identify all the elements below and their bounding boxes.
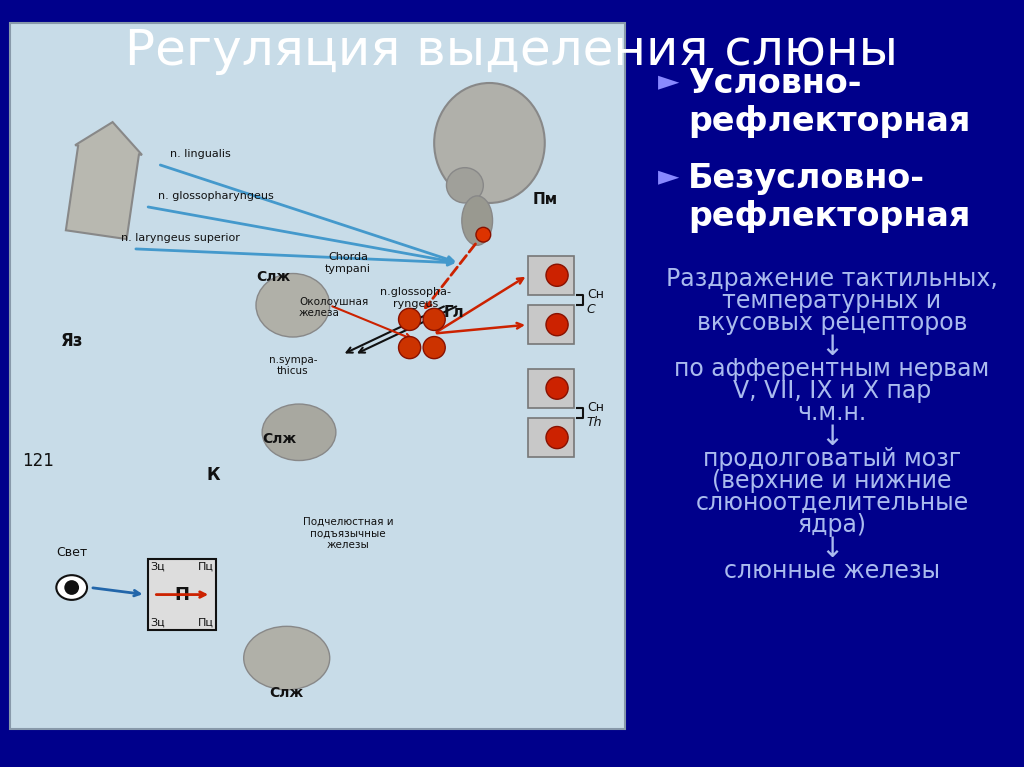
Ellipse shape: [256, 274, 330, 337]
Circle shape: [546, 314, 568, 336]
Text: n. lingualis: n. lingualis: [170, 149, 230, 159]
Text: ядра): ядра): [798, 513, 866, 537]
Text: Пц: Пц: [199, 561, 214, 571]
Circle shape: [423, 337, 445, 359]
FancyBboxPatch shape: [10, 23, 625, 729]
Text: продолговатый мозг: продолговатый мозг: [702, 447, 962, 471]
Circle shape: [65, 580, 79, 595]
Text: Chorda
tympani: Chorda tympani: [326, 252, 371, 274]
Text: К: К: [206, 466, 220, 484]
Text: Пц: Пц: [199, 618, 214, 628]
Text: Зц: Зц: [151, 561, 165, 571]
Ellipse shape: [262, 404, 336, 460]
Ellipse shape: [56, 575, 87, 600]
Circle shape: [546, 264, 568, 286]
Text: Яз: Яз: [60, 331, 83, 350]
Text: C: C: [587, 304, 596, 317]
Text: по афферентным нервам: по афферентным нервам: [675, 357, 989, 381]
Text: Гл: Гл: [443, 304, 464, 320]
Text: вкусовых рецепторов: вкусовых рецепторов: [696, 311, 968, 335]
Text: Сн: Сн: [587, 401, 604, 414]
Text: V, VII, IX и X пар: V, VII, IX и X пар: [733, 379, 931, 403]
Ellipse shape: [462, 196, 493, 245]
Text: ↓: ↓: [820, 535, 844, 563]
FancyBboxPatch shape: [148, 559, 216, 630]
Text: Зц: Зц: [151, 618, 165, 628]
Text: Подчелюстная и
подъязычные
железы: Подчелюстная и подъязычные железы: [303, 517, 393, 550]
Text: Слж: Слж: [269, 686, 304, 700]
FancyBboxPatch shape: [528, 418, 574, 457]
Text: ч.м.н.: ч.м.н.: [798, 401, 866, 425]
Text: слюнные железы: слюнные железы: [724, 559, 940, 583]
Text: Слж: Слж: [262, 433, 296, 446]
Text: Условно-
рефлекторная: Условно- рефлекторная: [688, 67, 971, 138]
FancyArrow shape: [66, 122, 142, 239]
Ellipse shape: [434, 83, 545, 203]
Ellipse shape: [446, 168, 483, 203]
Text: Регуляция выделения слюны: Регуляция выделения слюны: [125, 27, 899, 75]
Text: n. glossopharyngeus: n. glossopharyngeus: [158, 191, 273, 201]
Circle shape: [398, 308, 421, 331]
Text: температурных и: температурных и: [723, 289, 941, 313]
Text: Пм: Пм: [532, 192, 558, 207]
FancyBboxPatch shape: [528, 256, 574, 295]
Text: Безусловно-
рефлекторная: Безусловно- рефлекторная: [688, 162, 971, 233]
FancyBboxPatch shape: [528, 369, 574, 407]
Text: n.glossopha-
ryngeus: n.glossopha- ryngeus: [380, 288, 452, 309]
Circle shape: [398, 337, 421, 359]
Circle shape: [546, 426, 568, 449]
Text: Околоушная
железа: Околоушная железа: [299, 297, 369, 318]
Text: Сн: Сн: [587, 288, 604, 301]
Text: ►: ►: [658, 67, 679, 95]
Text: П: П: [175, 585, 189, 604]
Text: Слж: Слж: [256, 270, 290, 284]
Circle shape: [423, 308, 445, 331]
Text: n. laryngeus superior: n. laryngeus superior: [121, 233, 240, 243]
Circle shape: [476, 227, 490, 242]
Ellipse shape: [244, 627, 330, 690]
Text: 121: 121: [23, 452, 54, 469]
Text: ►: ►: [658, 162, 679, 190]
Text: ↓: ↓: [820, 333, 844, 361]
Text: Раздражение тактильных,: Раздражение тактильных,: [667, 267, 997, 291]
Text: Свет: Свет: [56, 546, 87, 559]
Text: n.sympa-
thicus: n.sympa- thicus: [268, 354, 317, 377]
FancyBboxPatch shape: [528, 305, 574, 344]
Text: (верхние и нижние: (верхние и нижние: [713, 469, 951, 493]
Text: слюноотделительные: слюноотделительные: [695, 491, 969, 515]
Text: ↓: ↓: [820, 423, 844, 451]
Circle shape: [546, 377, 568, 400]
Text: Th: Th: [587, 416, 602, 430]
